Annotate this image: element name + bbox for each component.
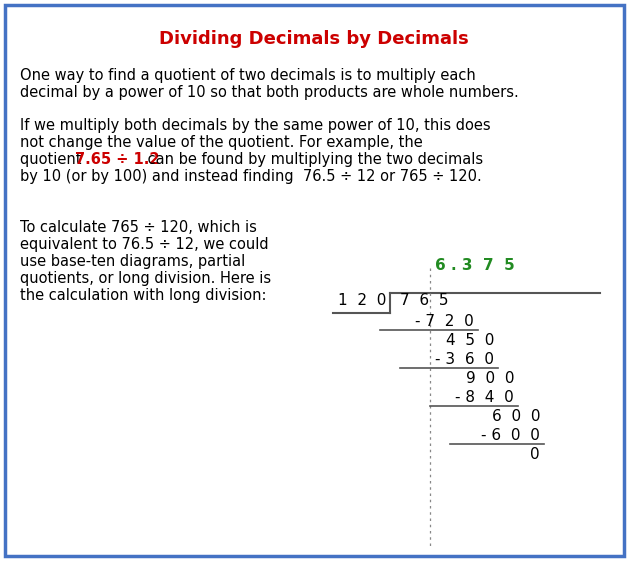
Text: 4  5  0: 4 5 0 <box>445 333 494 348</box>
Text: 7  6  5: 7 6 5 <box>400 293 448 308</box>
Text: quotients, or long division. Here is: quotients, or long division. Here is <box>20 271 271 286</box>
Text: use base-ten diagrams, partial: use base-ten diagrams, partial <box>20 254 245 269</box>
Text: - 3  6  0: - 3 6 0 <box>435 352 494 367</box>
Text: not change the value of the quotient. For example, the: not change the value of the quotient. Fo… <box>20 135 423 150</box>
Text: the calculation with long division:: the calculation with long division: <box>20 288 267 303</box>
Text: - 8  4  0: - 8 4 0 <box>455 390 514 405</box>
Text: If we multiply both decimals by the same power of 10, this does: If we multiply both decimals by the same… <box>20 118 491 133</box>
Text: One way to find a quotient of two decimals is to multiply each: One way to find a quotient of two decima… <box>20 68 476 83</box>
Text: equivalent to 76.5 ÷ 12, we could: equivalent to 76.5 ÷ 12, we could <box>20 237 269 252</box>
Text: 6 . 3  7  5: 6 . 3 7 5 <box>435 258 515 273</box>
Text: 0: 0 <box>530 447 540 462</box>
Text: 7.65 ÷ 1.2: 7.65 ÷ 1.2 <box>75 152 160 167</box>
Text: - 6  0  0: - 6 0 0 <box>481 428 540 443</box>
Text: decimal by a power of 10 so that both products are whole numbers.: decimal by a power of 10 so that both pr… <box>20 85 519 100</box>
Text: 9  0  0: 9 0 0 <box>465 371 514 386</box>
Text: - 7  2  0: - 7 2 0 <box>415 314 474 329</box>
Text: 6  0  0: 6 0 0 <box>491 409 540 424</box>
Text: quotient: quotient <box>20 152 86 167</box>
Text: can be found by multiplying the two decimals: can be found by multiplying the two deci… <box>143 152 483 167</box>
FancyBboxPatch shape <box>5 5 624 556</box>
Text: 1  2  0: 1 2 0 <box>338 293 386 308</box>
Text: by 10 (or by 100) and instead finding  76.5 ÷ 12 or 765 ÷ 120.: by 10 (or by 100) and instead finding 76… <box>20 169 482 184</box>
Text: To calculate 765 ÷ 120, which is: To calculate 765 ÷ 120, which is <box>20 220 257 235</box>
Text: Dividing Decimals by Decimals: Dividing Decimals by Decimals <box>159 30 469 48</box>
